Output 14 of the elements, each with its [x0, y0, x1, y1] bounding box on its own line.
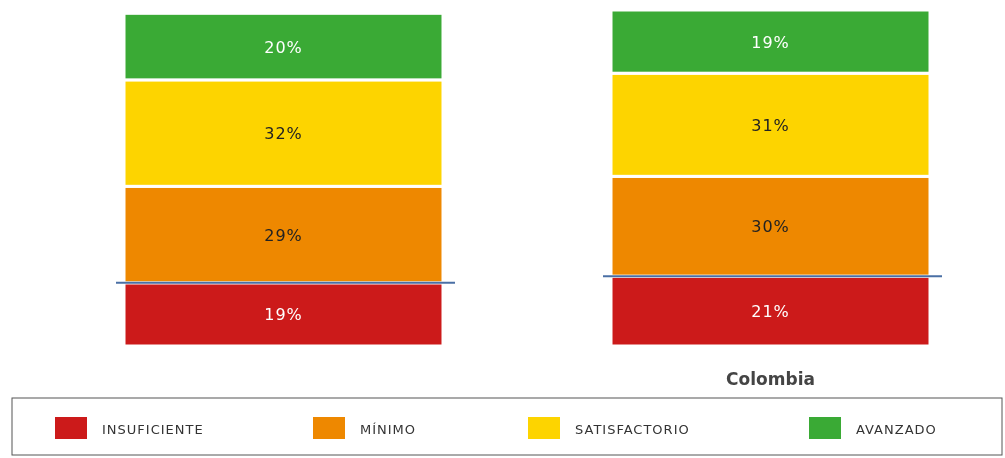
data-label: 19% [751, 32, 790, 52]
data-label: 20% [264, 37, 303, 57]
legend-label: SATISFACTORIO [575, 422, 690, 437]
legend-label: AVANZADO [856, 422, 937, 437]
legend-label: INSUFICIENTE [102, 422, 204, 437]
data-label: 19% [264, 305, 303, 325]
data-label: 30% [751, 217, 790, 237]
data-label: 32% [264, 124, 303, 144]
data-label: 31% [751, 115, 790, 135]
legend-label: MÍNIMO [360, 422, 417, 437]
data-label: 21% [751, 302, 790, 322]
bar [122, 281, 445, 348]
x-tick-label: Colombia [726, 369, 815, 390]
data-label: 29% [264, 225, 303, 245]
